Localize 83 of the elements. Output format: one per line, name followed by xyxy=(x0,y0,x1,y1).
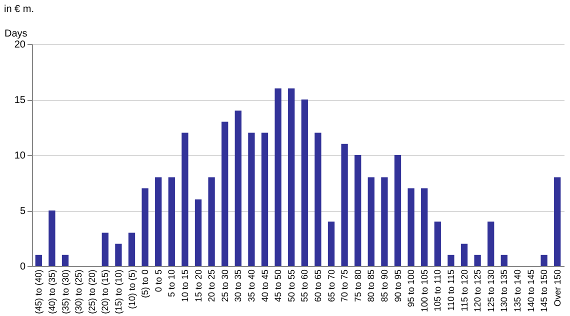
x-tick-label: 55 to 60 xyxy=(300,270,310,302)
x-tick-label: 30 to 35 xyxy=(233,270,244,302)
bar xyxy=(540,254,548,266)
bar xyxy=(488,222,494,266)
y-tick-label: 5 xyxy=(20,206,26,217)
x-tick-label: (15) to (10) xyxy=(113,270,124,314)
x-tick-label: 80 to 85 xyxy=(366,270,376,302)
bar xyxy=(408,188,414,266)
x-tick-label: (5) to 0 xyxy=(140,270,150,298)
x-tick-label: 70 to 75 xyxy=(340,270,350,302)
x-tick-label: 115 to 120 xyxy=(459,270,470,312)
x-tick-label: 20 to 25 xyxy=(206,270,217,302)
bar xyxy=(261,132,268,266)
y-tick-label: 15 xyxy=(14,95,26,106)
bar xyxy=(341,144,348,266)
x-tick-label: (40) to (35) xyxy=(46,270,57,314)
x-tick-label: 10 to 15 xyxy=(180,270,190,302)
bar xyxy=(381,177,388,266)
bar xyxy=(62,254,69,266)
bar xyxy=(142,188,148,266)
bar xyxy=(394,155,402,266)
x-tick-label: 50 to 55 xyxy=(286,270,296,302)
bar xyxy=(554,177,561,266)
x-tick-label: 90 to 95 xyxy=(392,270,403,302)
bar xyxy=(460,244,468,266)
x-tick-label: 75 to 80 xyxy=(352,270,363,302)
x-tick-label: 120 to 125 xyxy=(472,270,483,312)
x-tick-label: Over 150 xyxy=(552,270,562,307)
x-tick-label: 65 to 70 xyxy=(326,270,336,302)
bar xyxy=(128,232,136,266)
bar xyxy=(208,177,215,266)
bar xyxy=(288,88,295,266)
y-axis-title: Days xyxy=(4,28,28,40)
bar xyxy=(115,244,122,266)
bar xyxy=(500,254,508,266)
bar xyxy=(421,188,428,266)
x-tick-label: (25) to (20) xyxy=(86,270,97,314)
x-tick-label: 40 to 45 xyxy=(260,270,270,302)
x-tick-label: (45) to (40) xyxy=(34,270,44,314)
bar xyxy=(234,110,242,266)
x-tick-label: (20) to (15) xyxy=(100,270,110,314)
x-tick-label: 95 to 100 xyxy=(406,270,416,308)
bar xyxy=(301,100,308,266)
x-tick-label: 5 to 10 xyxy=(166,270,177,298)
x-tick-label: 125 to 130 xyxy=(486,270,496,312)
bar xyxy=(448,254,454,266)
x-tick-label: 60 to 65 xyxy=(312,270,323,302)
bar xyxy=(168,177,175,266)
x-tick-label: 35 to 40 xyxy=(246,270,256,302)
x-tick-label: 140 to 145 xyxy=(526,270,536,312)
x-tick-label: 0 to 5 xyxy=(153,270,164,292)
x-tick-label: 135 to 140 xyxy=(512,270,522,312)
y-tick-label: 10 xyxy=(14,150,26,162)
bar xyxy=(155,177,162,266)
bar xyxy=(274,88,282,266)
bar xyxy=(182,132,188,266)
x-tick-label: 130 to 135 xyxy=(499,270,510,312)
bar xyxy=(194,199,202,266)
chart-title: in € m. xyxy=(4,4,34,15)
x-tick-label: 25 to 30 xyxy=(220,270,230,302)
bar xyxy=(434,222,441,266)
x-tick-label: 105 to 110 xyxy=(432,270,443,312)
bar xyxy=(35,254,42,266)
y-tick-label: 20 xyxy=(14,40,26,50)
bar xyxy=(248,132,255,266)
bar xyxy=(314,132,322,266)
x-tick-label: (10) to (5) xyxy=(126,270,137,310)
bar xyxy=(474,254,481,266)
bar xyxy=(354,155,362,266)
y-tick-label: 0 xyxy=(20,262,26,272)
x-tick-label: 110 to 115 xyxy=(446,270,456,311)
bar xyxy=(368,177,374,266)
bar xyxy=(222,122,228,266)
bar xyxy=(328,222,335,266)
x-tick-label: 145 to 150 xyxy=(539,270,550,312)
x-tick-label: (30) to (25) xyxy=(74,270,84,314)
bar xyxy=(48,210,56,266)
x-tick-label: (35) to (30) xyxy=(60,270,70,314)
bar xyxy=(102,232,108,266)
x-tick-label: 85 to 90 xyxy=(379,270,390,302)
x-tick-label: 100 to 105 xyxy=(419,270,430,312)
x-tick-label: 45 to 50 xyxy=(273,270,284,302)
x-tick-label: 15 to 20 xyxy=(193,270,204,302)
